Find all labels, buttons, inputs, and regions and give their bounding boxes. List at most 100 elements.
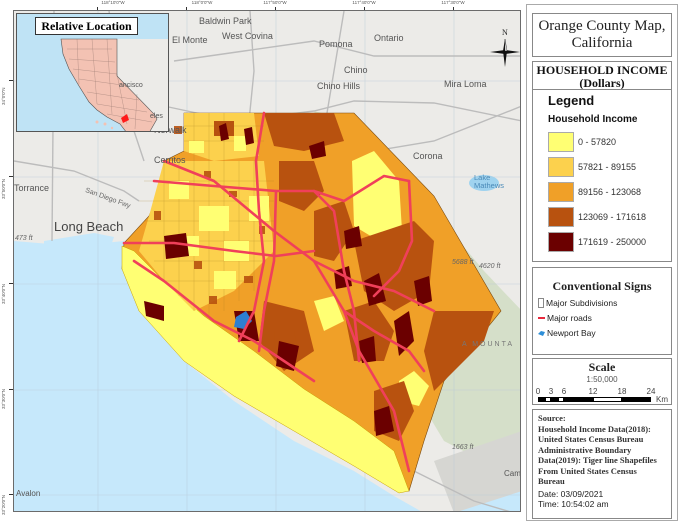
- tick-mark: [97, 7, 98, 11]
- sign-item: Newport Bay: [538, 328, 596, 338]
- graticule-label: 33°40'0"N: [1, 283, 6, 304]
- elevation-label: 473 ft: [15, 235, 33, 242]
- map-subtitle-line1: HOUSEHOLD INCOME: [536, 63, 668, 77]
- graticule-label: 33°50'0"N: [1, 178, 6, 199]
- scale-tick: 24: [646, 387, 656, 396]
- source-box: Source: Household Income Data(2018): Uni…: [532, 409, 672, 519]
- layout-panel: Orange County Map, California HOUSEHOLD …: [526, 4, 678, 521]
- north-arrow-icon: N: [490, 28, 520, 67]
- graticule-label: 118°10'0"W: [101, 0, 125, 5]
- source-line: Data(2019): Tiger line Shapefiles: [538, 455, 657, 465]
- scale-segment: [545, 397, 551, 402]
- scale-tick: 12: [588, 387, 598, 396]
- sign-label: Major roads: [547, 313, 592, 323]
- scale-segment: [593, 397, 622, 402]
- elevation-label: 4620 ft: [479, 263, 501, 270]
- elevation-label: 1663 ft: [452, 444, 474, 451]
- place-label: Avalon: [16, 489, 41, 498]
- tick-mark: [364, 7, 365, 11]
- sign-label: Major Subdivisions: [546, 298, 618, 308]
- source-line: Source:: [538, 413, 566, 423]
- tick-mark: [9, 283, 14, 284]
- legend-title: Legend: [548, 93, 595, 108]
- place-label: Lake Mathews: [474, 173, 505, 190]
- legend-item: 123069 - 171618: [548, 207, 646, 227]
- legend-label: 171619 - 250000: [578, 237, 647, 247]
- source-line: From United States Census: [538, 465, 637, 476]
- place-label: Long Beach: [54, 219, 124, 234]
- place-label: Chino: [344, 65, 368, 75]
- graticule-label: 117°50'0"W: [263, 0, 287, 5]
- place-label: Torrance: [14, 183, 50, 193]
- conventional-signs: Conventional Signs Major Subdivisions Ma…: [532, 267, 672, 355]
- place-label: Camp: [504, 469, 521, 478]
- tick-mark: [9, 176, 14, 177]
- graticule-label: 34°0'0"N: [1, 87, 6, 105]
- legend-swatch: [548, 132, 574, 152]
- scale-segment: [538, 397, 545, 402]
- graticule-label: 117°40'0"W: [352, 0, 376, 5]
- graticule-label: 118°0'0"W: [191, 0, 213, 5]
- scale-tick: 6: [561, 387, 567, 396]
- svg-text:ancisco: ancisco: [119, 82, 143, 89]
- place-label: West Covina: [222, 31, 273, 41]
- place-label: El Monte: [172, 35, 208, 45]
- source-line: Administrative Boundary: [538, 444, 632, 455]
- legend-swatch: [548, 182, 574, 202]
- tick-mark: [453, 7, 454, 11]
- sign-item: Major Subdivisions: [538, 298, 617, 308]
- source-line: Household Income Data(2018):: [538, 423, 651, 434]
- tick-mark: [9, 494, 14, 495]
- tick-mark: [9, 80, 14, 81]
- map-subtitle-line2: (Dollars): [579, 76, 625, 90]
- legend-item: 171619 - 250000: [548, 232, 646, 252]
- svg-text:eles: eles: [150, 113, 163, 120]
- legend-swatch: [548, 232, 574, 252]
- map-title-box: Orange County Map, California: [532, 13, 672, 57]
- place-label: Pomona: [319, 39, 353, 49]
- place-label: Baldwin Park: [199, 16, 252, 26]
- date-text: Date: 03/09/2021: [538, 488, 604, 499]
- scale-segment: [551, 397, 558, 402]
- subdivision-icon: [538, 298, 544, 308]
- scale-segment: [564, 397, 593, 402]
- bay-icon: [538, 330, 545, 336]
- scale-segment: [558, 397, 564, 402]
- source-line: Bureau: [538, 476, 565, 486]
- legend-label: 89156 - 123068: [578, 187, 642, 197]
- place-label: Mira Loma: [444, 79, 487, 89]
- basemap-svg: [14, 11, 520, 511]
- scale-segment: [622, 397, 651, 402]
- scale-unit: Km: [656, 395, 668, 404]
- legend-label: 57821 - 89155: [578, 162, 637, 172]
- map-subtitle-box: HOUSEHOLD INCOME (Dollars): [532, 61, 672, 91]
- place-label: A MOUNTA: [462, 341, 515, 348]
- scale-tick: 0: [535, 387, 541, 396]
- legend-item: 0 - 57820: [548, 132, 616, 152]
- scale-ratio: 1:50,000: [586, 375, 618, 384]
- sign-item: Major roads: [538, 313, 592, 323]
- scale-tick: 18: [617, 387, 627, 396]
- time-text: Time: 10:54:02 am: [538, 498, 609, 509]
- tick-mark: [9, 389, 14, 390]
- legend-item: 89156 - 123068: [548, 182, 641, 202]
- scale-bar-box: Scale 1:50,000 0 3 6 12 18 24 Km: [532, 358, 672, 405]
- graticule-label: 33°30'0"N: [1, 388, 6, 409]
- road-icon: [538, 317, 545, 319]
- place-label: Norwalk: [154, 125, 187, 135]
- svg-text:N: N: [502, 28, 508, 37]
- tick-mark: [275, 7, 276, 11]
- sign-label: Newport Bay: [547, 328, 596, 338]
- legend: Legend Household Income 0 - 57820 57821 …: [532, 89, 672, 262]
- signs-title: Conventional Signs: [552, 279, 652, 293]
- relative-location-inset: ancisco eles Relative Location: [16, 13, 169, 132]
- legend-swatch: [548, 207, 574, 227]
- legend-item: 57821 - 89155: [548, 157, 636, 177]
- inset-title: Relative Location: [35, 17, 138, 35]
- scale-tick: 3: [548, 387, 554, 396]
- place-label: Corona: [413, 151, 443, 161]
- graticule-label: 117°30'0"W: [441, 0, 465, 5]
- scale-ticks: 0 3 6 12 18 24: [533, 387, 671, 397]
- legend-label: 123069 - 171618: [578, 212, 647, 222]
- place-label: Chino Hills: [317, 81, 361, 91]
